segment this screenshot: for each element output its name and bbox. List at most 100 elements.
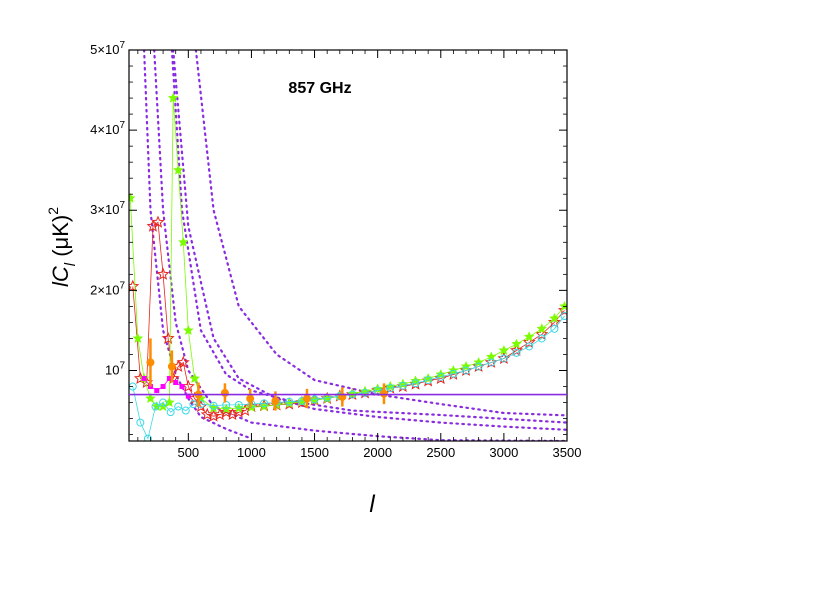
data-point: [422, 372, 434, 384]
data-point: [522, 335, 536, 348]
data-point: [234, 400, 243, 409]
x-tick-label: 3000: [489, 445, 518, 460]
y-axis-title-unit: (μK): [48, 215, 73, 257]
data-point: [271, 396, 280, 405]
data-point: [436, 372, 445, 381]
data-point: [132, 332, 144, 344]
data-point: [411, 379, 420, 388]
data-point: [379, 389, 388, 398]
data-point: [525, 342, 534, 351]
series-2: [129, 92, 567, 414]
data-point: [166, 408, 175, 417]
y-tick-label: 5×107: [90, 40, 125, 57]
data-point: [172, 164, 184, 175]
data-point: [174, 402, 183, 411]
data-point: [358, 386, 372, 399]
data-point: [462, 366, 471, 375]
data-point: [449, 369, 458, 378]
x-tick-label: 500: [177, 445, 199, 460]
data-point: [347, 388, 358, 399]
y-axis-title-main: lC: [48, 266, 73, 287]
x-tick-label: 1500: [300, 445, 329, 460]
y-tick-label: 3×107: [90, 200, 125, 217]
data-point: [537, 334, 546, 343]
data-point: [398, 381, 407, 390]
data-point: [145, 392, 156, 404]
y-axis-title-sub: l: [62, 262, 79, 266]
data-point: [156, 267, 170, 280]
data-point: [383, 381, 397, 394]
data-point: [179, 384, 185, 390]
data-point: [143, 434, 152, 441]
data-point: [472, 359, 486, 372]
data-point: [474, 362, 483, 371]
series-5: [146, 338, 388, 411]
y-tick-label: 107: [105, 360, 125, 377]
data-point: [498, 344, 510, 356]
data-point: [371, 383, 385, 397]
data-point: [310, 395, 319, 404]
data-point: [523, 331, 535, 342]
y-tick-label: 2×107: [90, 280, 125, 297]
data-point: [220, 388, 229, 397]
x-tick-label: 1000: [237, 445, 266, 460]
x-axis-title: l: [369, 491, 375, 518]
data-point: [154, 388, 160, 394]
plot-frame: [128, 49, 568, 442]
data-point: [151, 402, 160, 411]
data-point: [487, 358, 496, 367]
data-point: [512, 348, 521, 357]
data-point: [548, 312, 560, 324]
data-point: [167, 362, 176, 371]
data-point: [159, 398, 168, 407]
data-point: [146, 358, 155, 367]
data-point: [176, 355, 190, 368]
data-point: [459, 363, 473, 376]
series-4: [129, 312, 567, 441]
data-point: [129, 279, 140, 292]
data-point: [181, 406, 190, 415]
data-series: [129, 92, 567, 441]
data-point: [189, 400, 198, 409]
chart-title: 857 GHz: [288, 80, 351, 97]
data-point: [161, 331, 175, 344]
data-point: [185, 393, 191, 399]
data-point: [177, 236, 189, 247]
data-point: [246, 394, 255, 403]
data-point: [511, 338, 522, 349]
data-point: [136, 418, 145, 427]
data-point: [207, 409, 221, 422]
data-point: [484, 355, 498, 368]
data-point: [189, 372, 201, 384]
data-point: [129, 192, 136, 203]
model-curves: [143, 50, 567, 441]
data-point: [146, 219, 160, 232]
data-point: [536, 323, 548, 334]
model-curve-3: [194, 50, 567, 417]
data-point: [550, 324, 559, 333]
data-point: [560, 312, 567, 321]
data-point: [166, 376, 172, 382]
x-tick-label: 3500: [553, 445, 582, 460]
series-3: [141, 376, 191, 399]
data-point: [151, 215, 165, 228]
data-point: [167, 92, 179, 103]
data-point: [361, 388, 370, 397]
data-point: [200, 407, 214, 421]
data-point: [141, 376, 147, 382]
data-point: [160, 384, 166, 390]
data-point: [173, 380, 179, 386]
axes: 500 1000 1500 2000 2500 3000 3500 107 2×107 3×107…: [90, 40, 581, 460]
data-point: [386, 384, 395, 393]
y-axis-title: lCl (μK)2: [45, 207, 79, 287]
data-point: [182, 324, 194, 336]
data-point: [285, 397, 294, 406]
y-axis-title-power: 2: [45, 207, 61, 215]
data-point: [535, 327, 549, 340]
y-tick-label: 4×107: [90, 120, 125, 137]
x-tick-label: 2000: [363, 445, 392, 460]
data-point: [499, 354, 508, 363]
data-point: [260, 399, 269, 408]
